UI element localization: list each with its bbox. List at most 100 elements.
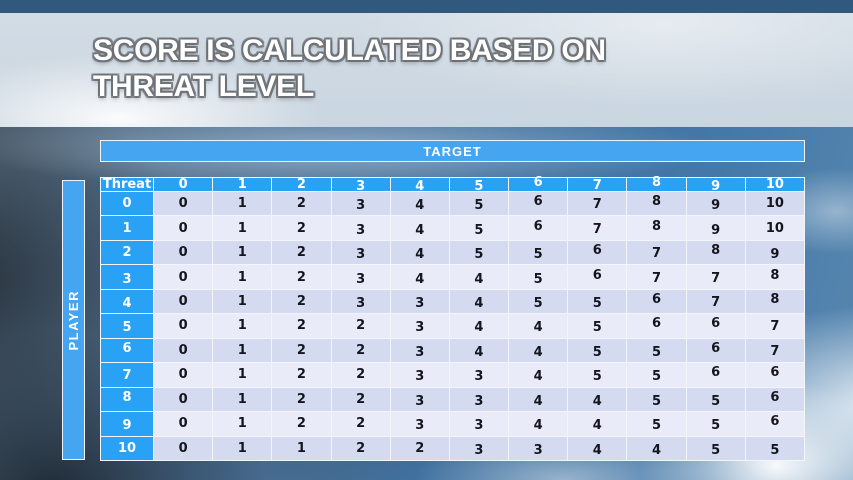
target-col-header-3: 3 xyxy=(330,177,391,194)
score-cell: 9 xyxy=(744,239,806,266)
digit-text: 5 xyxy=(533,247,543,263)
digit-text: 5 xyxy=(474,222,484,238)
threat-corner-cell: Threat xyxy=(100,177,154,192)
matrix-header-row: Threat 0 1 2 3 4 5 6 7 8 9 10 xyxy=(100,175,806,194)
digit-text: 3 xyxy=(415,344,425,360)
score-cell: 5 xyxy=(744,435,806,462)
score-cell: 3 xyxy=(389,386,450,413)
score-cell: 6 xyxy=(744,386,806,413)
score-cell: 4 xyxy=(508,411,569,437)
score-row-threat-4: 4 0 1 2 3 3 4 5 5 6 7 8 xyxy=(100,288,806,315)
digit-text: 6 xyxy=(122,340,132,356)
digit-text: 3 xyxy=(356,179,366,194)
score-cell: 5 xyxy=(567,313,628,339)
score-cell: 3 xyxy=(389,337,450,364)
digit-text: 7 xyxy=(770,319,780,335)
digit-text: 4 xyxy=(651,442,661,458)
score-cell: 2 xyxy=(330,411,391,437)
digit-text: 1 xyxy=(237,318,247,334)
score-cell: 3 xyxy=(330,190,391,217)
digit-text: 7 xyxy=(122,368,132,384)
score-row-threat-7: 7 0 1 2 2 3 3 4 5 5 6 6 xyxy=(100,362,806,388)
score-cell: 0 xyxy=(152,313,214,339)
digit-text: 0 xyxy=(178,245,188,261)
digit-text: 2 xyxy=(296,367,306,383)
digit-text: 1 xyxy=(237,367,247,383)
score-cell: 1 xyxy=(212,337,273,364)
digit-text: 6 xyxy=(770,389,780,405)
digit-text: 7 xyxy=(711,270,721,286)
score-cell: 7 xyxy=(685,264,746,290)
digit-text: 9 xyxy=(122,418,132,434)
digit-text: 4 xyxy=(592,418,602,434)
digit-text: 2 xyxy=(356,416,366,432)
title-band: SCORE IS CALCULATED BASED ON THREAT LEVEL xyxy=(0,13,853,127)
score-cell: 5 xyxy=(626,362,687,388)
digit-text: 1 xyxy=(237,245,247,261)
score-cell: 3 xyxy=(448,435,510,462)
player-row-header-0: 0 xyxy=(100,190,154,217)
score-cell: 2 xyxy=(271,362,332,388)
score-cell: 4 xyxy=(567,435,628,462)
score-cell: 5 xyxy=(685,435,746,462)
score-cell: 1 xyxy=(212,386,273,413)
digit-text: 5 xyxy=(533,271,543,287)
digit-text: 0 xyxy=(178,269,188,285)
score-row-threat-10: 10 0 1 1 2 2 3 3 4 4 5 5 xyxy=(100,435,806,462)
score-cell: 4 xyxy=(448,264,510,290)
digit-text: 3 xyxy=(356,296,366,312)
digit-text: 0 xyxy=(178,318,188,334)
digit-text: 8 xyxy=(651,175,661,190)
digit-text: 7 xyxy=(651,246,661,262)
score-cell: 4 xyxy=(389,239,450,266)
target-col-header-6: 6 xyxy=(508,176,569,192)
digit-text: 3 xyxy=(474,418,484,434)
digit-text: 7 xyxy=(592,221,602,237)
score-cell: 6 xyxy=(744,411,806,437)
digit-text: 4 xyxy=(533,369,543,385)
score-cell: 6 xyxy=(508,190,569,217)
score-row-threat-0: 0 0 1 2 3 4 5 6 7 8 9 10 xyxy=(100,190,806,217)
target-col-header-9: 9 xyxy=(685,177,746,193)
digit-text: 2 xyxy=(356,391,366,407)
digit-text: 1 xyxy=(237,416,247,432)
player-row-header-2: 2 xyxy=(100,239,154,266)
score-cell: 5 xyxy=(567,362,628,388)
digit-text: 7 xyxy=(651,270,661,286)
score-cell: 0 xyxy=(152,386,214,413)
score-row-threat-3: 3 0 1 2 3 4 4 5 6 7 7 8 xyxy=(100,264,806,290)
digit-text: 3 xyxy=(122,271,132,287)
score-cell: 9 xyxy=(685,215,746,241)
slide-title-line1: SCORE IS CALCULATED BASED ON xyxy=(93,34,606,67)
score-cell: 5 xyxy=(567,288,628,315)
digit-text: 4 xyxy=(592,393,602,409)
digit-text: 5 xyxy=(474,247,484,263)
score-cell: 0 xyxy=(152,288,214,315)
score-cell: 6 xyxy=(685,337,746,364)
digit-text: 4 xyxy=(533,418,543,434)
digit-text: 8 xyxy=(770,292,780,308)
score-cell: 2 xyxy=(330,337,391,364)
digit-text: 4 xyxy=(474,271,484,287)
slide-title: SCORE IS CALCULATED BASED ON THREAT LEVEL xyxy=(93,33,606,105)
digit-text: 5 xyxy=(651,344,661,360)
digit-text: 6 xyxy=(711,316,721,332)
score-row-threat-9: 9 0 1 2 2 3 3 4 4 5 5 6 xyxy=(100,411,806,437)
digit-text: 10 xyxy=(765,177,784,192)
score-cell: 4 xyxy=(567,386,628,413)
digit-text: 5 xyxy=(651,418,661,434)
digit-text: 10 xyxy=(117,440,137,456)
digit-text: 6 xyxy=(770,414,780,430)
score-cell: 4 xyxy=(389,190,450,217)
digit-text: 3 xyxy=(474,442,484,458)
score-cell: 6 xyxy=(685,313,746,339)
digit-text: 8 xyxy=(651,194,661,210)
digit-text: 5 xyxy=(651,393,661,409)
score-cell: 10 xyxy=(744,215,806,241)
score-cell: 3 xyxy=(330,215,391,241)
score-cell: 8 xyxy=(626,215,687,241)
score-cell: 0 xyxy=(152,337,214,364)
digit-text: 8 xyxy=(770,267,780,283)
digit-text: 2 xyxy=(296,245,306,261)
digit-text: 2 xyxy=(356,367,366,383)
